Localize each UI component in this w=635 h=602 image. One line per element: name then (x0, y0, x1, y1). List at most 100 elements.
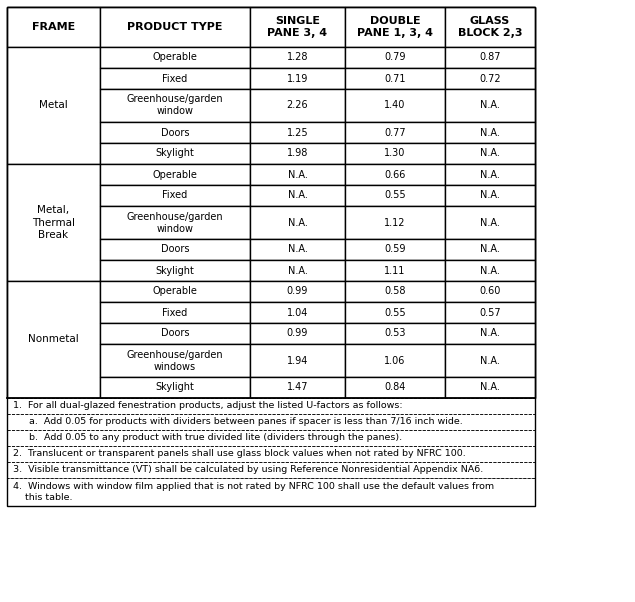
Text: 1.  For all dual-glazed fenestration products, adjust the listed U-factors as fo: 1. For all dual-glazed fenestration prod… (13, 402, 403, 411)
Text: N.A.: N.A. (480, 128, 500, 137)
Text: Operable: Operable (152, 52, 197, 63)
Text: 1.06: 1.06 (384, 356, 406, 365)
Bar (100, 7, 250, 47)
Bar (445, 89, 535, 122)
Text: 1.12: 1.12 (384, 217, 406, 228)
Bar (7, 478, 535, 506)
Text: SINGLE
PANE 3, 4: SINGLE PANE 3, 4 (267, 16, 328, 38)
Text: 0.77: 0.77 (384, 128, 406, 137)
Text: GLASS
BLOCK 2,3: GLASS BLOCK 2,3 (458, 16, 522, 38)
Text: 1.28: 1.28 (287, 52, 308, 63)
Bar (250, 302, 345, 323)
Bar (345, 7, 445, 47)
Text: DOUBLE
PANE 1, 3, 4: DOUBLE PANE 1, 3, 4 (357, 16, 433, 38)
Bar (345, 206, 445, 239)
Text: N.A.: N.A. (480, 101, 500, 111)
Text: b.  Add 0.05 to any product with true divided lite (dividers through the panes).: b. Add 0.05 to any product with true div… (29, 433, 402, 442)
Bar (7, 7, 535, 506)
Bar (7, 414, 535, 430)
Bar (250, 7, 345, 47)
Bar (345, 185, 445, 206)
Bar (345, 377, 445, 398)
Bar (445, 47, 535, 68)
Text: Metal: Metal (39, 101, 68, 111)
Text: N.A.: N.A. (480, 217, 500, 228)
Text: N.A.: N.A. (288, 217, 307, 228)
Bar (345, 122, 445, 143)
Text: Greenhouse/garden
windows: Greenhouse/garden windows (127, 350, 224, 371)
Text: 0.59: 0.59 (384, 244, 406, 255)
Text: 0.72: 0.72 (479, 73, 501, 84)
Text: 3.  Visible transmittance (VT) shall be calculated by using Reference Nonresiden: 3. Visible transmittance (VT) shall be c… (13, 465, 483, 474)
Bar (100, 323, 250, 344)
Bar (100, 239, 250, 260)
Text: N.A.: N.A. (480, 265, 500, 276)
Bar (100, 206, 250, 239)
Bar (250, 377, 345, 398)
Bar (250, 122, 345, 143)
Bar (7, 7, 535, 398)
Bar (100, 260, 250, 281)
Bar (250, 323, 345, 344)
Bar (345, 47, 445, 68)
Bar (7, 430, 535, 446)
Bar (100, 68, 250, 89)
Bar (345, 143, 445, 164)
Text: 0.60: 0.60 (479, 287, 500, 297)
Text: 0.58: 0.58 (384, 287, 406, 297)
Text: Metal,
Thermal
Break: Metal, Thermal Break (32, 205, 75, 240)
Bar (445, 185, 535, 206)
Text: 0.55: 0.55 (384, 190, 406, 200)
Text: 1.04: 1.04 (287, 308, 308, 317)
Text: N.A.: N.A. (480, 382, 500, 393)
Text: Fixed: Fixed (163, 73, 187, 84)
Text: 0.79: 0.79 (384, 52, 406, 63)
Bar (345, 89, 445, 122)
Text: 0.87: 0.87 (479, 52, 501, 63)
Bar (250, 164, 345, 185)
Text: N.A.: N.A. (288, 190, 307, 200)
Text: Greenhouse/garden
window: Greenhouse/garden window (127, 95, 224, 117)
Text: 2.26: 2.26 (286, 101, 309, 111)
Bar (250, 281, 345, 302)
Text: Doors: Doors (161, 244, 189, 255)
Bar (445, 206, 535, 239)
Text: Nonmetal: Nonmetal (28, 335, 79, 344)
Text: 0.66: 0.66 (384, 170, 406, 179)
Bar (345, 239, 445, 260)
Bar (100, 344, 250, 377)
Text: 1.40: 1.40 (384, 101, 406, 111)
Bar (100, 377, 250, 398)
Bar (100, 185, 250, 206)
Text: 0.99: 0.99 (287, 287, 308, 297)
Bar (100, 164, 250, 185)
Text: Fixed: Fixed (163, 190, 187, 200)
Bar (345, 68, 445, 89)
Bar (445, 143, 535, 164)
Bar (250, 344, 345, 377)
Text: N.A.: N.A. (480, 190, 500, 200)
Text: Fixed: Fixed (163, 308, 187, 317)
Bar (250, 185, 345, 206)
Bar (445, 323, 535, 344)
Text: 1.11: 1.11 (384, 265, 406, 276)
Bar (445, 68, 535, 89)
Text: 0.55: 0.55 (384, 308, 406, 317)
Text: Doors: Doors (161, 128, 189, 137)
Bar (7, 47, 100, 164)
Bar (345, 302, 445, 323)
Bar (7, 281, 100, 398)
Text: 0.84: 0.84 (384, 382, 406, 393)
Bar (250, 239, 345, 260)
Text: Skylight: Skylight (156, 149, 194, 158)
Bar (100, 47, 250, 68)
Bar (445, 260, 535, 281)
Bar (7, 7, 100, 47)
Bar (100, 302, 250, 323)
Text: N.A.: N.A. (288, 244, 307, 255)
Bar (250, 260, 345, 281)
Text: 0.53: 0.53 (384, 329, 406, 338)
Text: N.A.: N.A. (288, 170, 307, 179)
Bar (445, 164, 535, 185)
Bar (445, 302, 535, 323)
